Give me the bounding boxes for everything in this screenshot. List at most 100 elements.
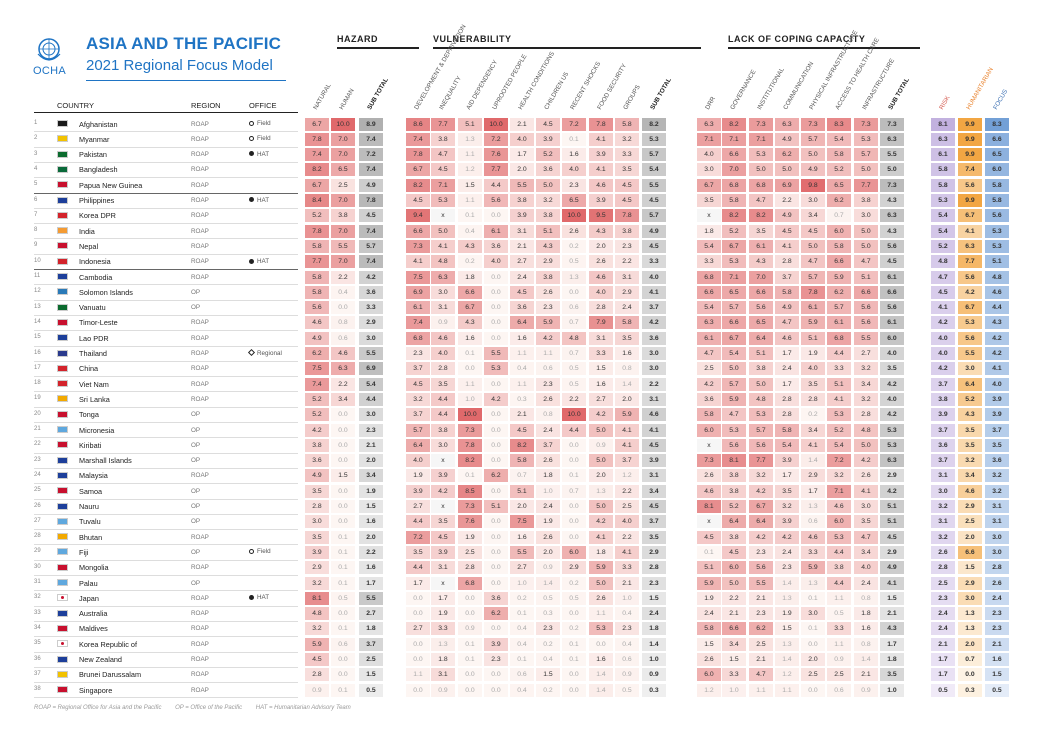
score-cell-vul: 1.7: [431, 591, 455, 605]
country-name[interactable]: Brunei Darussalam: [79, 670, 142, 680]
country-name[interactable]: Papua New Guinea: [79, 180, 143, 190]
flag-icon: [57, 181, 68, 189]
score-cell-cop: 4.0: [697, 148, 721, 162]
score-cell-vul: 1.6: [562, 148, 586, 162]
country-name[interactable]: Viet Nam: [79, 379, 109, 389]
score-cell-vul: 5.8: [615, 117, 639, 131]
score-cell-vul: 4.1: [406, 255, 430, 269]
country-name[interactable]: Tuvalu: [79, 517, 101, 527]
score-cell-vul: 0.0: [406, 637, 430, 651]
score-cell-vul: 0.0: [484, 301, 508, 315]
country-name[interactable]: Sri Lanka: [79, 394, 110, 404]
country-name[interactable]: Samoa: [79, 486, 103, 496]
score-cell-fin: 5.3: [985, 224, 1009, 238]
score-cell-cop: 4.6: [775, 331, 799, 345]
score-cell-cop: 7.1: [697, 132, 721, 146]
region-label: OP: [191, 579, 201, 587]
score-cell-cop: 6.5: [749, 316, 773, 330]
country-name[interactable]: Tonga: [79, 410, 99, 420]
country-name[interactable]: Afghanistan: [79, 119, 118, 129]
score-cell-cop: 3.5: [880, 668, 904, 682]
score-cell-vul: 5.0: [589, 423, 613, 437]
row-number: 27: [34, 517, 41, 524]
score-cell-haz: 0.1: [331, 576, 355, 590]
country-name[interactable]: Mongolia: [79, 563, 109, 573]
country-name[interactable]: Bhutan: [79, 532, 103, 542]
score-cell-vul: 1.3: [589, 484, 613, 498]
score-cell-cop: 5.9: [722, 392, 746, 406]
score-cell-vul: 0.1: [562, 653, 586, 666]
score-cell-cop: 6.2: [827, 194, 851, 207]
office-text: HAT: [257, 257, 270, 265]
score-cell-vul: 1.9: [536, 515, 560, 529]
country-name[interactable]: Thailand: [79, 349, 107, 358]
score-cell-vul: 0.4: [615, 607, 639, 621]
score-cell-vul: 7.4: [406, 316, 430, 330]
region-label: ROAP: [191, 181, 209, 189]
score-cell-vul: x: [431, 500, 455, 513]
country-name[interactable]: Pakistan: [79, 150, 107, 160]
score-cell-fin: 5.5: [958, 347, 982, 360]
score-cell-cop: 5.7: [854, 148, 878, 162]
country-name[interactable]: Korea Republic of: [79, 639, 138, 649]
office-label: HAT: [249, 258, 269, 265]
row-number: 1: [34, 120, 38, 126]
score-cell-vul: 0.5: [562, 591, 586, 605]
score-cell-cop: 3.8: [722, 469, 746, 483]
score-cell-haz: 3.0: [359, 331, 383, 345]
country-name[interactable]: Nauru: [79, 502, 99, 511]
country-name[interactable]: Cambodia: [79, 272, 113, 282]
country-name[interactable]: Bangladesh: [79, 165, 118, 175]
country-name[interactable]: Nepal: [79, 241, 99, 251]
country-name[interactable]: Marshall Islands: [79, 456, 132, 466]
score-cell-vul: 4.1: [642, 285, 666, 299]
country-name[interactable]: Malaysia: [79, 471, 108, 481]
country-name[interactable]: India: [79, 226, 95, 236]
score-cell-vul: 0.0: [406, 607, 430, 621]
region-label: ROAP: [191, 365, 209, 373]
office-label: HAT: [249, 151, 269, 158]
country-name[interactable]: Korea DPR: [79, 211, 116, 221]
country-name[interactable]: Indonesia: [79, 257, 111, 267]
score-cell-cop: 5.5: [749, 576, 773, 590]
score-cell-cop: 6.4: [749, 515, 773, 529]
score-cell-cop: 5.3: [722, 255, 746, 269]
score-cell-cop: 4.6: [827, 500, 851, 513]
row-divider: [34, 299, 298, 301]
country-name[interactable]: Myanmar: [79, 134, 110, 144]
score-cell-vul: 2.0: [589, 239, 613, 253]
col-region-header: REGION: [191, 101, 221, 110]
country-name[interactable]: Solomon Islands: [79, 287, 133, 297]
region-label: ROAP: [191, 242, 209, 250]
score-cell-fin: 4.2: [931, 362, 955, 376]
score-cell-vul: 1.1: [536, 347, 560, 360]
score-cell-fin: 1.7: [931, 653, 955, 666]
score-cell-vul: 6.9: [406, 285, 430, 299]
score-cell-vul: 7.5: [406, 270, 430, 284]
score-cell-cop: 1.3: [801, 500, 825, 513]
score-cell-haz: 7.4: [359, 224, 383, 238]
country-name[interactable]: Vanuatu: [79, 303, 106, 313]
score-cell-vul: 0.9: [536, 561, 560, 575]
country-name[interactable]: Singapore: [79, 685, 113, 695]
row-divider: [34, 452, 298, 454]
score-cell-haz: 5.2: [305, 408, 329, 422]
score-cell-vul: 3.8: [510, 194, 534, 207]
country-name[interactable]: Maldives: [79, 624, 108, 634]
score-cell-vul: 2.1: [510, 239, 534, 253]
score-cell-vul: 7.8: [589, 117, 613, 131]
country-name[interactable]: Australia: [79, 609, 108, 619]
country-name[interactable]: New Zealand: [79, 655, 122, 664]
country-name[interactable]: Japan: [79, 593, 99, 603]
country-name[interactable]: Palau: [79, 578, 98, 588]
country-name[interactable]: Fiji: [79, 547, 89, 557]
country-name[interactable]: Philippines: [79, 196, 115, 205]
country-name[interactable]: China: [79, 364, 99, 374]
score-cell-cop: 2.1: [854, 668, 878, 682]
score-cell-vul: 3.5: [642, 530, 666, 544]
country-name[interactable]: Kiribati: [79, 440, 102, 450]
country-name[interactable]: Micronesia: [79, 425, 115, 435]
score-cell-haz: 4.8: [305, 607, 329, 621]
country-name[interactable]: Lao PDR: [79, 333, 109, 343]
country-name[interactable]: Timor-Leste: [79, 318, 118, 328]
